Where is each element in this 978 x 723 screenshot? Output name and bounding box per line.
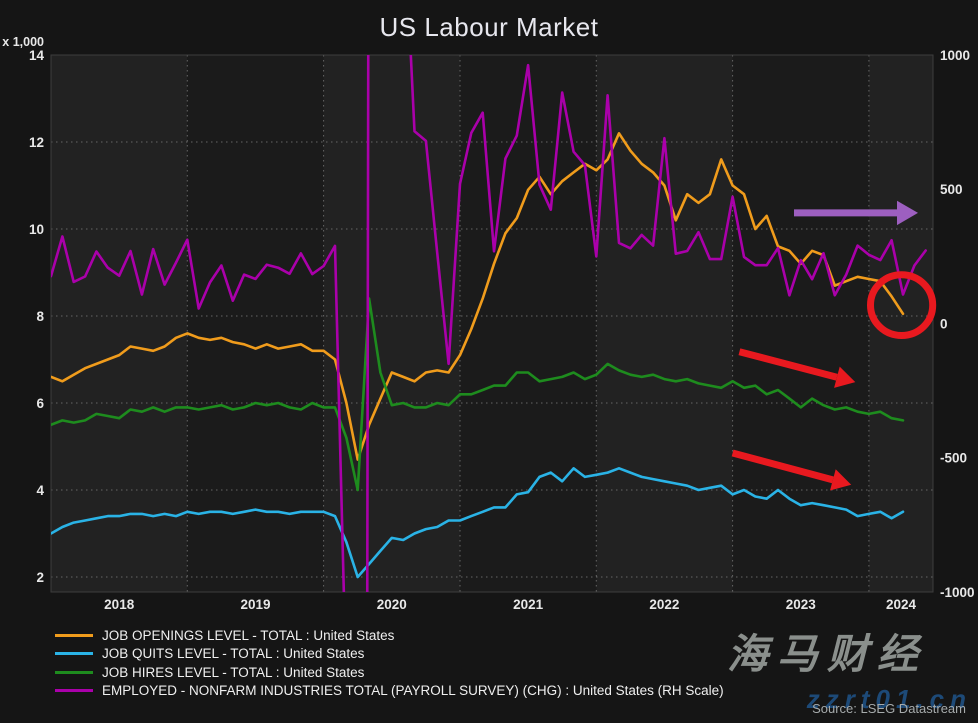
year-band xyxy=(732,55,869,592)
legend-item: JOB QUITS LEVEL - TOTAL : United States xyxy=(55,645,724,664)
annotation-arrow-head xyxy=(834,366,856,388)
watermark-domain-text: zzrt01.cn xyxy=(806,684,972,714)
series-line-1 xyxy=(51,466,905,579)
year-band xyxy=(460,55,597,592)
left-axis-tick: 8 xyxy=(36,309,44,324)
left-axis-tick: 14 xyxy=(29,48,45,63)
right-axis-tick: 500 xyxy=(940,182,963,197)
x-axis-tick: 2023 xyxy=(786,597,817,612)
watermark-cjk-text: 海马财经 xyxy=(727,630,927,678)
plot-border xyxy=(50,54,934,593)
x-axis-tick: 2021 xyxy=(513,597,544,612)
source-attribution: Source: LSEG Datastream xyxy=(812,701,966,716)
legend-label: JOB HIRES LEVEL - TOTAL : United States xyxy=(102,664,365,680)
x-axis-tick: 2018 xyxy=(104,597,135,612)
left-axis-tick: 6 xyxy=(36,396,44,411)
legend-swatch xyxy=(55,689,93,693)
year-band xyxy=(51,55,188,592)
left-axis-tick: 10 xyxy=(29,222,44,237)
x-axis-tick: 2019 xyxy=(240,597,270,612)
legend-label: EMPLOYED - NONFARM INDUSTRIES TOTAL (PAY… xyxy=(102,683,724,699)
annotation-arrow-shaft xyxy=(731,449,834,484)
series-line-3 xyxy=(51,55,928,592)
chart-title: US Labour Market xyxy=(379,12,599,42)
year-band xyxy=(187,55,324,592)
legend-label: JOB QUITS LEVEL - TOTAL : United States xyxy=(102,646,365,662)
legend-item: JOB OPENINGS LEVEL - TOTAL : United Stat… xyxy=(55,626,724,645)
year-band xyxy=(323,55,460,592)
left-axis-tick: 4 xyxy=(36,483,44,498)
legend-item: EMPLOYED - NONFARM INDUSTRIES TOTAL (PAY… xyxy=(55,682,724,701)
x-axis-tick: 2020 xyxy=(377,597,407,612)
series-line-2 xyxy=(51,297,905,492)
annotation-arrow-head xyxy=(897,200,918,226)
series-line-0 xyxy=(51,132,905,461)
annotation-circle xyxy=(867,271,937,340)
left-axis-tick: 12 xyxy=(29,135,44,150)
legend-swatch xyxy=(55,652,93,656)
annotation-arrow-head xyxy=(830,469,852,491)
left-axis-unit-label: x 1,000 xyxy=(2,35,44,49)
left-axis-tick: 2 xyxy=(36,570,44,585)
legend-item: JOB HIRES LEVEL - TOTAL : United States xyxy=(55,663,724,682)
legend-label: JOB OPENINGS LEVEL - TOTAL : United Stat… xyxy=(102,627,395,643)
right-axis-tick: 1000 xyxy=(940,48,970,63)
right-axis-tick: -1000 xyxy=(940,585,975,600)
annotation-arrow-shaft xyxy=(738,348,838,381)
right-axis-tick: 0 xyxy=(940,316,948,331)
legend-swatch xyxy=(55,670,93,674)
legend: JOB OPENINGS LEVEL - TOTAL : United Stat… xyxy=(55,626,724,700)
x-axis-tick: 2022 xyxy=(649,597,679,612)
x-axis-tick: 2024 xyxy=(886,597,917,612)
legend-swatch xyxy=(55,633,93,637)
right-axis-tick: -500 xyxy=(940,451,967,466)
